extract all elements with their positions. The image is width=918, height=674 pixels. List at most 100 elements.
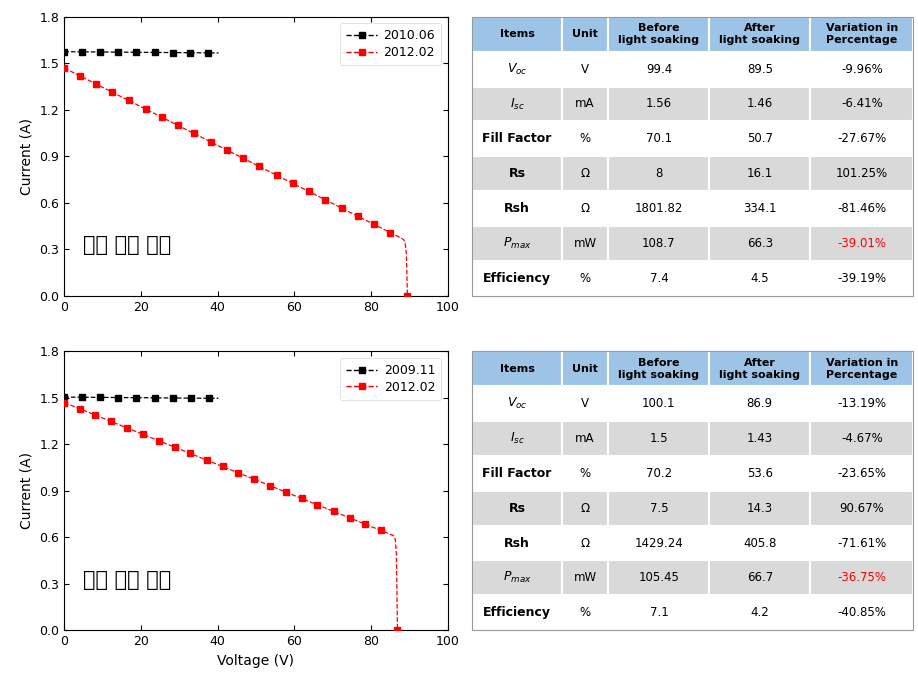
Bar <box>811 526 913 561</box>
Text: Unit: Unit <box>572 29 598 39</box>
Bar <box>710 121 811 156</box>
Text: 89.5: 89.5 <box>746 63 773 75</box>
Y-axis label: Current (A): Current (A) <box>20 452 34 529</box>
Text: 66.3: 66.3 <box>746 237 773 250</box>
Bar <box>473 156 562 191</box>
Text: Efficiency: Efficiency <box>483 607 551 619</box>
Text: %: % <box>579 272 590 284</box>
Bar <box>473 386 562 421</box>
Bar <box>710 226 811 261</box>
Text: Rsh: Rsh <box>504 537 530 549</box>
Bar <box>710 456 811 491</box>
Text: -71.61%: -71.61% <box>837 537 887 549</box>
Bar <box>609 386 710 421</box>
Bar <box>473 421 562 456</box>
Bar <box>473 491 562 526</box>
Text: 66.7: 66.7 <box>746 572 773 584</box>
Text: $I_{sc}$: $I_{sc}$ <box>509 431 524 446</box>
X-axis label: Voltage (V): Voltage (V) <box>218 654 295 668</box>
Text: 여름 설치 모듈: 여름 설치 모듈 <box>84 235 172 255</box>
Text: Before
light soaking: Before light soaking <box>619 23 700 45</box>
Text: 1.46: 1.46 <box>746 98 773 111</box>
Text: -81.46%: -81.46% <box>837 202 887 215</box>
Legend: 2009.11, 2012.02: 2009.11, 2012.02 <box>340 358 442 400</box>
Text: -39.19%: -39.19% <box>837 272 887 284</box>
Text: 86.9: 86.9 <box>746 397 773 410</box>
Bar <box>710 351 811 386</box>
Text: Rs: Rs <box>509 501 525 515</box>
Text: Before
light soaking: Before light soaking <box>619 358 700 380</box>
Text: 7.1: 7.1 <box>650 607 668 619</box>
Bar <box>811 491 913 526</box>
Text: Items: Items <box>499 364 534 374</box>
Bar <box>609 191 710 226</box>
Text: Unit: Unit <box>572 364 598 374</box>
Text: 405.8: 405.8 <box>743 537 777 549</box>
Text: 105.45: 105.45 <box>639 572 679 584</box>
Text: 4.2: 4.2 <box>750 607 769 619</box>
Text: Ω: Ω <box>580 167 589 180</box>
Bar <box>811 595 913 630</box>
Bar <box>710 386 811 421</box>
Text: 1.56: 1.56 <box>646 98 672 111</box>
Text: Rs: Rs <box>509 167 525 180</box>
Text: 7.4: 7.4 <box>650 272 668 284</box>
Bar <box>473 17 562 52</box>
Bar <box>609 526 710 561</box>
Text: 70.2: 70.2 <box>646 467 672 480</box>
Bar <box>811 456 913 491</box>
Bar <box>562 351 609 386</box>
Text: -27.67%: -27.67% <box>837 132 887 146</box>
Bar <box>609 491 710 526</box>
Text: $V_{oc}$: $V_{oc}$ <box>507 61 527 77</box>
Bar <box>562 421 609 456</box>
Text: 7.5: 7.5 <box>650 501 668 515</box>
Text: 16.1: 16.1 <box>746 167 773 180</box>
Bar <box>811 191 913 226</box>
Text: V: V <box>581 397 589 410</box>
Bar <box>811 17 913 52</box>
Bar <box>811 386 913 421</box>
Bar <box>710 491 811 526</box>
Text: Variation in
Percentage: Variation in Percentage <box>825 23 898 45</box>
Bar <box>811 86 913 121</box>
Bar <box>473 121 562 156</box>
Text: 90.67%: 90.67% <box>839 501 884 515</box>
Text: Variation in
Percentage: Variation in Percentage <box>825 358 898 380</box>
Text: 14.3: 14.3 <box>746 501 773 515</box>
Bar <box>562 86 609 121</box>
Bar <box>562 595 609 630</box>
Text: %: % <box>579 467 590 480</box>
Text: $P_{max}$: $P_{max}$ <box>503 236 532 251</box>
Text: -39.01%: -39.01% <box>837 237 886 250</box>
Bar <box>562 52 609 86</box>
Bar <box>609 595 710 630</box>
Text: $I_{sc}$: $I_{sc}$ <box>509 96 524 111</box>
Bar <box>710 86 811 121</box>
Legend: 2010.06, 2012.02: 2010.06, 2012.02 <box>340 23 442 65</box>
Text: mA: mA <box>576 98 595 111</box>
Text: 108.7: 108.7 <box>643 237 676 250</box>
Bar <box>473 191 562 226</box>
Bar <box>562 156 609 191</box>
Text: Fill Factor: Fill Factor <box>482 467 552 480</box>
Text: -6.41%: -6.41% <box>841 98 883 111</box>
Text: Rsh: Rsh <box>504 202 530 215</box>
Text: 334.1: 334.1 <box>743 202 777 215</box>
Text: 1429.24: 1429.24 <box>634 537 683 549</box>
Bar <box>473 561 562 595</box>
Text: 겨울 설치 모듈: 겨울 설치 모듈 <box>84 570 172 590</box>
Bar <box>473 526 562 561</box>
Bar <box>710 261 811 296</box>
Text: mW: mW <box>574 237 597 250</box>
Bar <box>710 191 811 226</box>
Bar <box>710 526 811 561</box>
Bar <box>609 226 710 261</box>
Text: 53.6: 53.6 <box>746 467 773 480</box>
Bar <box>562 17 609 52</box>
Text: mA: mA <box>576 432 595 445</box>
Bar <box>811 156 913 191</box>
Text: -13.19%: -13.19% <box>837 397 887 410</box>
Text: Efficiency: Efficiency <box>483 272 551 284</box>
Bar <box>811 261 913 296</box>
